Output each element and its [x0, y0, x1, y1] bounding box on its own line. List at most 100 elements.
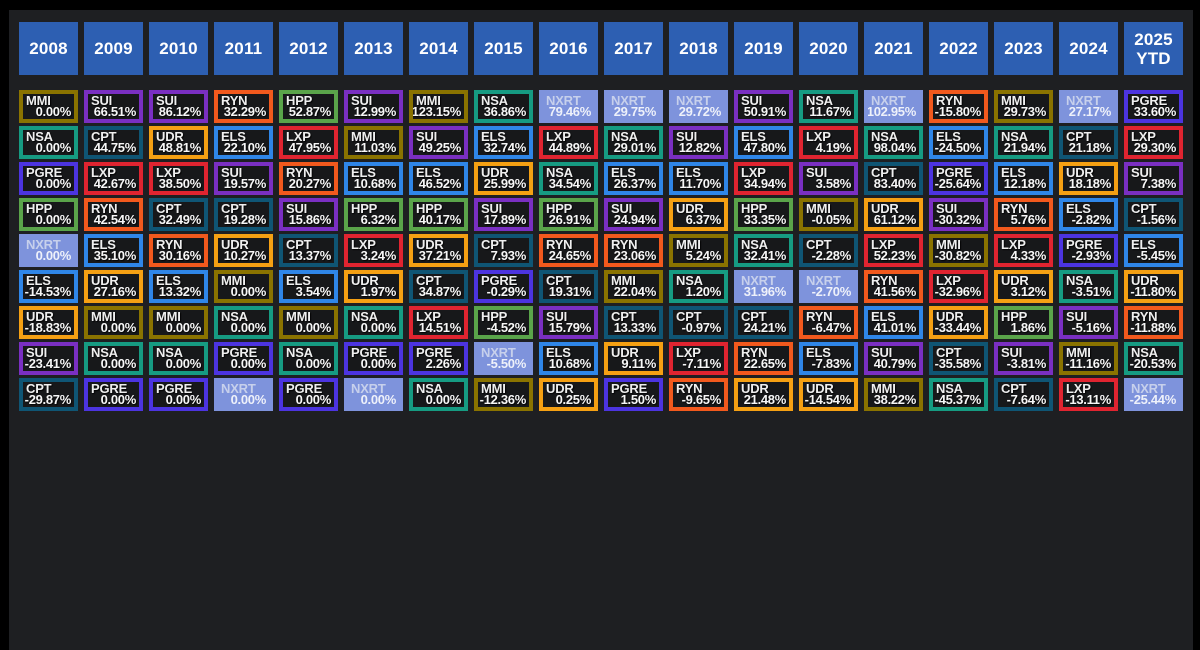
return-cell[interactable]: MMI 123.15%	[409, 90, 468, 123]
return-cell[interactable]: RYN 42.54%	[84, 198, 143, 231]
return-cell[interactable]: NSA -20.53%	[1124, 342, 1183, 375]
return-cell[interactable]: RYN 5.76%	[994, 198, 1053, 231]
return-cell[interactable]: NXRT 0.00%	[344, 378, 403, 411]
return-cell[interactable]: LXP 29.30%	[1124, 126, 1183, 159]
return-cell[interactable]: CPT 24.21%	[734, 306, 793, 339]
return-cell[interactable]: HPP 0.00%	[19, 198, 78, 231]
return-cell[interactable]: NXRT 29.72%	[669, 90, 728, 123]
return-cell[interactable]: NXRT -2.70%	[799, 270, 858, 303]
return-cell[interactable]: PGRE -2.93%	[1059, 234, 1118, 267]
return-cell[interactable]: CPT 34.87%	[409, 270, 468, 303]
return-cell[interactable]: NSA 11.67%	[799, 90, 858, 123]
return-cell[interactable]: MMI 0.00%	[214, 270, 273, 303]
return-cell[interactable]: CPT -2.28%	[799, 234, 858, 267]
return-cell[interactable]: MMI -11.16%	[1059, 342, 1118, 375]
return-cell[interactable]: MMI 38.22%	[864, 378, 923, 411]
return-cell[interactable]: UDR -14.54%	[799, 378, 858, 411]
return-cell[interactable]: SUI 50.91%	[734, 90, 793, 123]
return-cell[interactable]: ELS 32.74%	[474, 126, 533, 159]
return-cell[interactable]: NSA 0.00%	[344, 306, 403, 339]
return-cell[interactable]: UDR 1.97%	[344, 270, 403, 303]
return-cell[interactable]: NSA 1.20%	[669, 270, 728, 303]
return-cell[interactable]: CPT -7.64%	[994, 378, 1053, 411]
return-cell[interactable]: RYN -6.47%	[799, 306, 858, 339]
return-cell[interactable]: CPT 19.31%	[539, 270, 598, 303]
return-cell[interactable]: PGRE 33.60%	[1124, 90, 1183, 123]
return-cell[interactable]: CPT -29.87%	[19, 378, 78, 411]
return-cell[interactable]: SUI 15.79%	[539, 306, 598, 339]
return-cell[interactable]: SUI 19.57%	[214, 162, 273, 195]
return-cell[interactable]: ELS 10.68%	[344, 162, 403, 195]
return-cell[interactable]: HPP 6.32%	[344, 198, 403, 231]
return-cell[interactable]: UDR 18.18%	[1059, 162, 1118, 195]
return-cell[interactable]: SUI 3.58%	[799, 162, 858, 195]
return-cell[interactable]: NSA 29.01%	[604, 126, 663, 159]
return-cell[interactable]: NSA 32.41%	[734, 234, 793, 267]
return-cell[interactable]: ELS 3.54%	[279, 270, 338, 303]
return-cell[interactable]: NXRT -25.44%	[1124, 378, 1183, 411]
return-cell[interactable]: MMI 0.00%	[19, 90, 78, 123]
return-cell[interactable]: SUI 12.82%	[669, 126, 728, 159]
return-cell[interactable]: MMI -0.05%	[799, 198, 858, 231]
return-cell[interactable]: LXP -13.11%	[1059, 378, 1118, 411]
return-cell[interactable]: MMI -12.36%	[474, 378, 533, 411]
return-cell[interactable]: CPT -1.56%	[1124, 198, 1183, 231]
return-cell[interactable]: CPT 7.93%	[474, 234, 533, 267]
return-cell[interactable]: SUI 66.51%	[84, 90, 143, 123]
return-cell[interactable]: LXP 47.95%	[279, 126, 338, 159]
return-cell[interactable]: CPT 32.49%	[149, 198, 208, 231]
return-cell[interactable]: PGRE -0.29%	[474, 270, 533, 303]
return-cell[interactable]: PGRE 0.00%	[19, 162, 78, 195]
return-cell[interactable]: PGRE 0.00%	[214, 342, 273, 375]
return-cell[interactable]: MMI 5.24%	[669, 234, 728, 267]
return-cell[interactable]: UDR 3.12%	[994, 270, 1053, 303]
return-cell[interactable]: NSA 0.00%	[19, 126, 78, 159]
return-cell[interactable]: RYN 41.56%	[864, 270, 923, 303]
return-cell[interactable]: ELS 26.37%	[604, 162, 663, 195]
return-cell[interactable]: SUI -23.41%	[19, 342, 78, 375]
return-cell[interactable]: SUI -5.16%	[1059, 306, 1118, 339]
return-cell[interactable]: ELS 47.80%	[734, 126, 793, 159]
return-cell[interactable]: RYN 32.29%	[214, 90, 273, 123]
return-cell[interactable]: SUI 49.25%	[409, 126, 468, 159]
return-cell[interactable]: LXP -32.96%	[929, 270, 988, 303]
return-cell[interactable]: HPP 52.87%	[279, 90, 338, 123]
return-cell[interactable]: SUI 40.79%	[864, 342, 923, 375]
return-cell[interactable]: NXRT 79.46%	[539, 90, 598, 123]
return-cell[interactable]: NXRT 31.96%	[734, 270, 793, 303]
return-cell[interactable]: MMI 0.00%	[84, 306, 143, 339]
return-cell[interactable]: NSA 0.00%	[279, 342, 338, 375]
return-cell[interactable]: PGRE 0.00%	[279, 378, 338, 411]
return-cell[interactable]: SUI -3.81%	[994, 342, 1053, 375]
return-cell[interactable]: RYN -15.80%	[929, 90, 988, 123]
return-cell[interactable]: PGRE 0.00%	[84, 378, 143, 411]
return-cell[interactable]: ELS -14.53%	[19, 270, 78, 303]
return-cell[interactable]: ELS 35.10%	[84, 234, 143, 267]
return-cell[interactable]: RYN 30.16%	[149, 234, 208, 267]
return-cell[interactable]: CPT 83.40%	[864, 162, 923, 195]
return-cell[interactable]: NSA -45.37%	[929, 378, 988, 411]
return-cell[interactable]: HPP -4.52%	[474, 306, 533, 339]
return-cell[interactable]: NSA 36.86%	[474, 90, 533, 123]
return-cell[interactable]: CPT -35.58%	[929, 342, 988, 375]
return-cell[interactable]: NSA 0.00%	[214, 306, 273, 339]
return-cell[interactable]: MMI -30.82%	[929, 234, 988, 267]
return-cell[interactable]: ELS -7.83%	[799, 342, 858, 375]
return-cell[interactable]: ELS 41.01%	[864, 306, 923, 339]
return-cell[interactable]: SUI 12.99%	[344, 90, 403, 123]
return-cell[interactable]: UDR 27.16%	[84, 270, 143, 303]
return-cell[interactable]: UDR 21.48%	[734, 378, 793, 411]
return-cell[interactable]: SUI 7.38%	[1124, 162, 1183, 195]
return-cell[interactable]: HPP 40.17%	[409, 198, 468, 231]
return-cell[interactable]: UDR -11.80%	[1124, 270, 1183, 303]
return-cell[interactable]: LXP 4.19%	[799, 126, 858, 159]
return-cell[interactable]: CPT 21.18%	[1059, 126, 1118, 159]
return-cell[interactable]: CPT 13.33%	[604, 306, 663, 339]
return-cell[interactable]: NXRT 0.00%	[214, 378, 273, 411]
return-cell[interactable]: PGRE 1.50%	[604, 378, 663, 411]
return-cell[interactable]: UDR 6.37%	[669, 198, 728, 231]
return-cell[interactable]: NSA 98.04%	[864, 126, 923, 159]
return-cell[interactable]: SUI -30.32%	[929, 198, 988, 231]
return-cell[interactable]: UDR 10.27%	[214, 234, 273, 267]
return-cell[interactable]: UDR 9.11%	[604, 342, 663, 375]
